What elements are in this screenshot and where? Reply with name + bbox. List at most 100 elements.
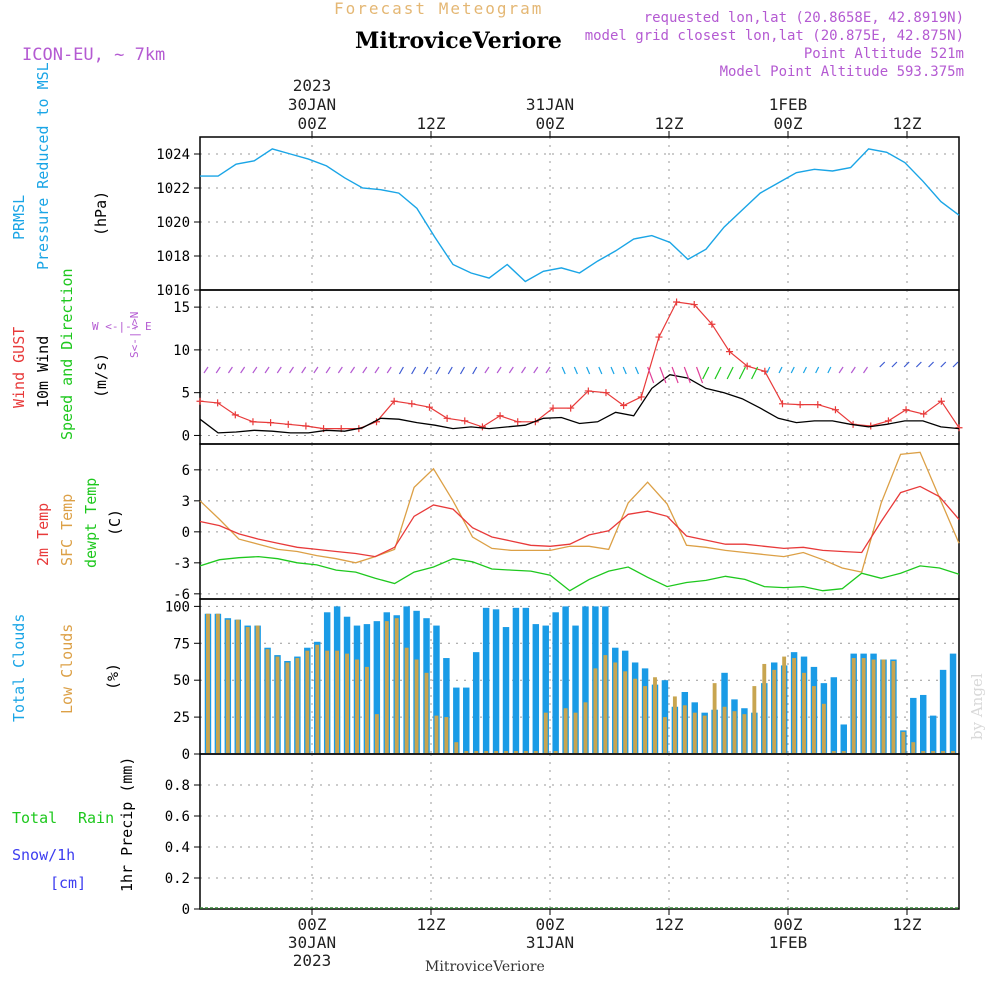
total-cloud-bar bbox=[840, 724, 847, 753]
gust-marker bbox=[620, 402, 628, 409]
wind-direction-arrow bbox=[435, 366, 441, 375]
wind-direction-arrow bbox=[891, 361, 898, 368]
total-cloud-bar bbox=[572, 625, 579, 753]
model-point-altitude: Model Point Altitude 593.375m bbox=[719, 64, 964, 80]
wind-direction-arrow bbox=[714, 366, 722, 380]
wind-direction-arrow bbox=[671, 366, 679, 384]
y-tick-label: 50 bbox=[173, 673, 190, 689]
total-cloud-bar bbox=[582, 606, 589, 753]
low-cloud-bar bbox=[821, 703, 826, 753]
wind-direction-arrow bbox=[863, 366, 869, 374]
y-tick-label: 0.8 bbox=[165, 778, 190, 794]
wind-direction-arrow bbox=[459, 366, 465, 375]
gust-marker bbox=[637, 393, 645, 401]
wind-direction-arrow bbox=[496, 366, 502, 374]
gust-marker bbox=[390, 397, 398, 405]
gust-marker bbox=[461, 417, 469, 425]
low-cloud-bar bbox=[434, 715, 439, 753]
low-cloud-bar bbox=[633, 678, 638, 753]
gust-marker bbox=[743, 362, 751, 370]
low-cloud-bar bbox=[553, 751, 558, 753]
low-cloud-bar bbox=[275, 656, 280, 753]
bottom-hour-label: 00Z bbox=[298, 915, 327, 934]
low-cloud-bar bbox=[841, 751, 846, 753]
wind-direction-arrow bbox=[472, 366, 478, 375]
panel-5: 0 0.2 0.4 0.6 0.8 bbox=[165, 753, 960, 918]
low-cloud-bar bbox=[891, 661, 896, 753]
top-hour-label: 00Z bbox=[298, 114, 327, 133]
low-cloud-bar bbox=[424, 672, 429, 753]
wind-direction-arrow bbox=[766, 366, 771, 374]
wind-direction-arrow bbox=[634, 366, 640, 375]
top-hour-label: 00Z bbox=[536, 114, 565, 133]
total-cloud-bar bbox=[910, 697, 917, 753]
gust-marker bbox=[602, 389, 610, 397]
y-tick-label: 25 bbox=[173, 710, 190, 726]
bottom-year-label: 2023 bbox=[293, 951, 332, 970]
wind-direction-arrow bbox=[622, 366, 627, 375]
wind-direction-arrow bbox=[586, 366, 591, 375]
gust-marker bbox=[267, 419, 275, 427]
top-day-label: 30JAN bbox=[288, 95, 336, 114]
top-hour-label: 00Z bbox=[774, 114, 803, 133]
gust-marker bbox=[937, 397, 945, 405]
total-cloud-bar bbox=[661, 680, 669, 753]
low-cloud-bar bbox=[335, 650, 340, 753]
low-cloud-bar bbox=[752, 686, 757, 753]
wind-direction-arrow bbox=[374, 366, 380, 374]
wind-direction-arrow bbox=[850, 366, 856, 374]
top-hour-label: 12Z bbox=[655, 114, 684, 133]
wind-direction-arrow bbox=[264, 366, 270, 374]
wind-direction-arrow bbox=[423, 366, 429, 375]
gust-marker bbox=[796, 401, 804, 409]
low-cloud-bar bbox=[494, 751, 498, 753]
gust-marker bbox=[496, 412, 504, 420]
gust-marker bbox=[778, 400, 786, 408]
closest-coords: model grid closest lon,lat (20.875E, 42.… bbox=[584, 28, 964, 44]
wind-direction-arrow bbox=[484, 366, 490, 374]
gust-marker bbox=[231, 411, 239, 419]
low-cloud-bar bbox=[792, 658, 797, 753]
gust-marker bbox=[920, 410, 928, 418]
chart-top-title: Forecast Meteogram bbox=[334, 0, 544, 18]
gust-marker bbox=[549, 404, 557, 412]
total-cloud-bar bbox=[463, 687, 470, 753]
y-tick-label: -3 bbox=[173, 556, 190, 572]
low-cloud-bar bbox=[623, 671, 628, 753]
wind-direction-arrow bbox=[521, 366, 527, 374]
wind-line bbox=[199, 374, 960, 434]
low-cloud-bar bbox=[235, 619, 240, 753]
y-tick-label: 0 bbox=[182, 428, 190, 444]
wind-direction-arrow bbox=[301, 366, 307, 374]
wind-direction-arrow bbox=[778, 366, 783, 374]
y-tick-label: 0 bbox=[182, 525, 190, 541]
total-cloud-bar bbox=[512, 607, 520, 753]
low-cloud-bar bbox=[265, 649, 270, 753]
bottom-day-label: 30JAN bbox=[288, 933, 336, 952]
wind-direction-arrow bbox=[313, 366, 319, 374]
wind-direction-arrow bbox=[362, 366, 368, 374]
low-cloud-bar bbox=[563, 708, 568, 753]
gust-marker bbox=[302, 422, 310, 430]
wind-direction-arrow bbox=[337, 366, 343, 374]
wind-direction-arrow bbox=[683, 366, 691, 384]
wind-direction-arrow bbox=[940, 361, 947, 368]
low-cloud-bar bbox=[643, 686, 648, 753]
requested-coords: requested lon,lat (20.8658E, 42.8919N) bbox=[643, 10, 964, 26]
precip-rain-label: Rain bbox=[78, 809, 115, 827]
gust-marker bbox=[214, 399, 222, 407]
low-cloud-bar bbox=[355, 659, 359, 753]
bottom-hour-label: 12Z bbox=[893, 915, 922, 934]
total-cloud-bar bbox=[472, 652, 480, 753]
panel-frame bbox=[199, 289, 960, 445]
low-cloud-bar bbox=[394, 618, 399, 753]
total-cloud-bar bbox=[830, 677, 838, 753]
y-tick-label: 0 bbox=[182, 747, 190, 763]
wind-direction-arrow bbox=[726, 366, 734, 380]
wind-direction-arrow bbox=[695, 366, 704, 384]
gust-line bbox=[199, 301, 960, 430]
total-cloud-bar bbox=[453, 687, 460, 753]
model-label: ICON-EU, ~ 7km bbox=[22, 45, 166, 65]
wind-direction-arrow bbox=[508, 366, 514, 374]
